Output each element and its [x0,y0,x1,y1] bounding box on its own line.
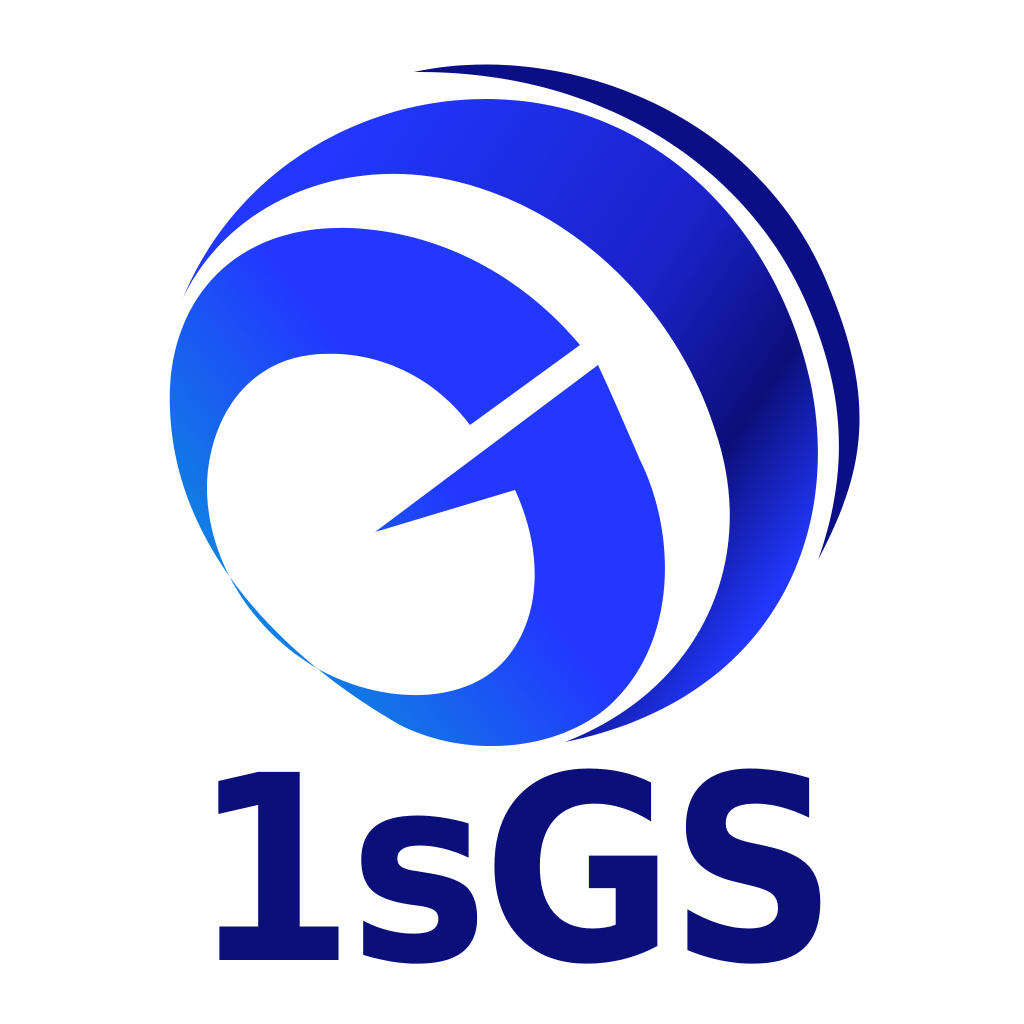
wordmark-text: 1sGS [192,721,832,1021]
inner-g-shape [169,227,665,747]
middle-arc-band [183,99,818,742]
outer-arc-band [414,64,860,560]
